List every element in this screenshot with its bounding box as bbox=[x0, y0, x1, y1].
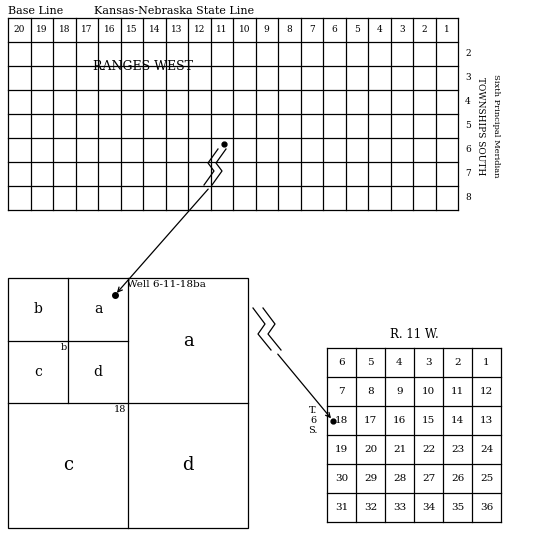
Text: c: c bbox=[34, 365, 42, 379]
Text: 32: 32 bbox=[364, 503, 377, 512]
Text: 19: 19 bbox=[335, 445, 348, 454]
Text: 15: 15 bbox=[422, 416, 435, 425]
Text: T.
6
S.: T. 6 S. bbox=[308, 405, 318, 436]
Text: 2: 2 bbox=[454, 358, 461, 367]
Text: 8: 8 bbox=[287, 26, 292, 35]
Text: a: a bbox=[183, 331, 194, 349]
Text: 13: 13 bbox=[480, 416, 493, 425]
Text: 17: 17 bbox=[364, 416, 377, 425]
Text: 9: 9 bbox=[264, 26, 270, 35]
Text: Well 6-11-18ba: Well 6-11-18ba bbox=[127, 280, 206, 289]
Text: 34: 34 bbox=[422, 503, 435, 512]
Text: 11: 11 bbox=[451, 387, 464, 396]
Text: 1: 1 bbox=[444, 26, 450, 35]
Text: 18: 18 bbox=[114, 405, 126, 414]
Text: 3: 3 bbox=[465, 74, 471, 82]
Text: 12: 12 bbox=[480, 387, 493, 396]
Text: 4: 4 bbox=[396, 358, 403, 367]
Text: 25: 25 bbox=[480, 474, 493, 483]
Text: 8: 8 bbox=[367, 387, 374, 396]
Text: 2: 2 bbox=[465, 50, 471, 58]
Text: 29: 29 bbox=[364, 474, 377, 483]
Text: c: c bbox=[63, 457, 73, 475]
Text: 5: 5 bbox=[367, 358, 374, 367]
Text: 14: 14 bbox=[451, 416, 464, 425]
Text: 24: 24 bbox=[480, 445, 493, 454]
Text: 31: 31 bbox=[335, 503, 348, 512]
Text: 20: 20 bbox=[14, 26, 25, 35]
Text: 20: 20 bbox=[364, 445, 377, 454]
Text: RANGES WEST: RANGES WEST bbox=[93, 60, 193, 72]
Text: 3: 3 bbox=[399, 26, 405, 35]
Text: 8: 8 bbox=[465, 193, 471, 203]
Text: Base Line: Base Line bbox=[8, 6, 63, 16]
Text: 9: 9 bbox=[396, 387, 403, 396]
Text: 6: 6 bbox=[331, 26, 337, 35]
Text: 4: 4 bbox=[465, 97, 471, 106]
Text: 6: 6 bbox=[465, 145, 471, 154]
Text: 10: 10 bbox=[239, 26, 250, 35]
Text: 27: 27 bbox=[422, 474, 435, 483]
Bar bbox=[8, 278, 248, 528]
Text: 6: 6 bbox=[338, 358, 345, 367]
Text: 16: 16 bbox=[393, 416, 406, 425]
Text: 2: 2 bbox=[421, 26, 427, 35]
Text: 15: 15 bbox=[126, 26, 138, 35]
Text: 36: 36 bbox=[480, 503, 493, 512]
Text: b: b bbox=[34, 302, 42, 316]
Text: 10: 10 bbox=[422, 387, 435, 396]
Text: 19: 19 bbox=[36, 26, 47, 35]
Text: d: d bbox=[182, 457, 194, 475]
Text: d: d bbox=[94, 365, 102, 379]
Text: 5: 5 bbox=[354, 26, 360, 35]
Text: 33: 33 bbox=[393, 503, 406, 512]
Text: 30: 30 bbox=[335, 474, 348, 483]
Text: Sixth Principal Meridian: Sixth Principal Meridian bbox=[492, 74, 500, 178]
Text: 11: 11 bbox=[216, 26, 228, 35]
Text: 4: 4 bbox=[376, 26, 382, 35]
Text: 21: 21 bbox=[393, 445, 406, 454]
Text: 35: 35 bbox=[451, 503, 464, 512]
Text: 13: 13 bbox=[171, 26, 183, 35]
Text: 1: 1 bbox=[483, 358, 490, 367]
Text: 18: 18 bbox=[335, 416, 348, 425]
Text: 17: 17 bbox=[81, 26, 92, 35]
Text: TOWNSHIPS SOUTH: TOWNSHIPS SOUTH bbox=[476, 77, 485, 175]
Text: 12: 12 bbox=[194, 26, 205, 35]
Text: 16: 16 bbox=[103, 26, 115, 35]
Text: 7: 7 bbox=[309, 26, 315, 35]
Text: R. 11 W.: R. 11 W. bbox=[389, 328, 438, 340]
Text: 26: 26 bbox=[451, 474, 464, 483]
Text: 22: 22 bbox=[422, 445, 435, 454]
Text: 7: 7 bbox=[338, 387, 345, 396]
Text: 7: 7 bbox=[465, 169, 471, 178]
Text: 28: 28 bbox=[393, 474, 406, 483]
Text: 5: 5 bbox=[465, 121, 471, 130]
Text: 18: 18 bbox=[58, 26, 70, 35]
Text: Kansas-Nebraska State Line: Kansas-Nebraska State Line bbox=[94, 6, 254, 16]
Text: 14: 14 bbox=[148, 26, 160, 35]
Text: 3: 3 bbox=[425, 358, 432, 367]
Text: 23: 23 bbox=[451, 445, 464, 454]
Text: a: a bbox=[94, 302, 102, 316]
Text: b: b bbox=[60, 343, 67, 351]
